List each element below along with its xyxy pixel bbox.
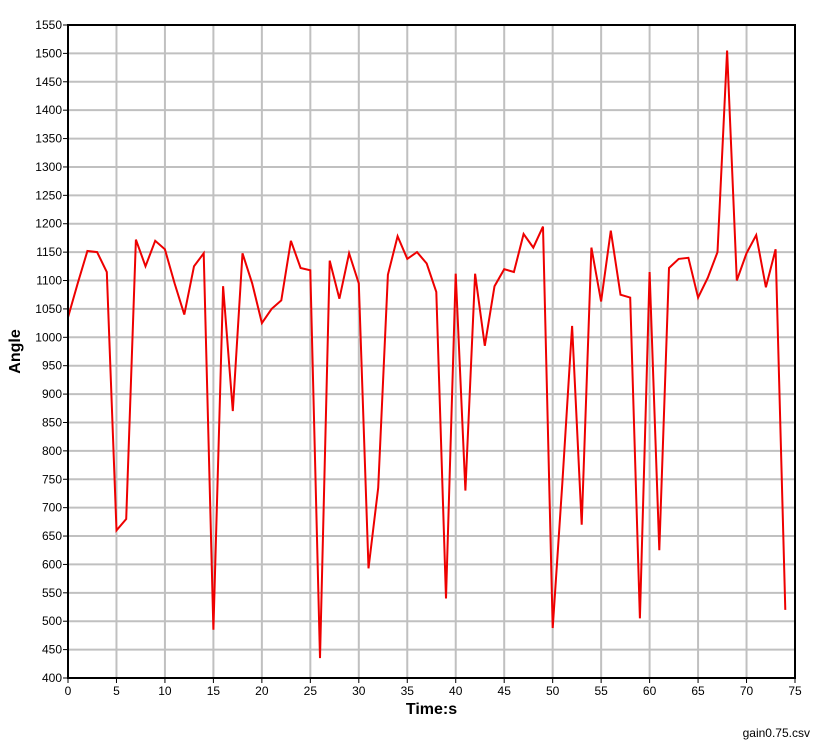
x-tick-label: 0 [65,684,72,698]
y-tick-label: 400 [42,671,62,685]
y-tick-label: 1400 [35,103,62,117]
y-tick-label: 1000 [35,330,62,344]
x-tick-label: 20 [255,684,269,698]
y-tick-label: 650 [42,529,62,543]
y-axis-ticks: 400 450 500 550 600 650 700 750 800 850 900 950 1000… [35,18,68,685]
x-tick-label: 60 [643,684,657,698]
x-tick-label: 45 [498,684,512,698]
y-tick-label: 1550 [35,18,62,32]
x-tick-label: 65 [691,684,705,698]
y-tick-label: 800 [42,444,62,458]
y-tick-label: 950 [42,359,62,373]
x-tick-label: 50 [546,684,560,698]
y-tick-label: 600 [42,557,62,571]
y-tick-label: 850 [42,415,62,429]
x-tick-label: 5 [113,684,120,698]
y-tick-label: 1050 [35,302,62,316]
y-tick-label: 1500 [35,46,62,60]
plot-frame [67,24,796,679]
x-tick-label: 55 [594,684,608,698]
y-tick-label: 550 [42,586,62,600]
series-layer [67,50,787,659]
y-tick-label: 500 [42,614,62,628]
angle-series-line [67,50,787,659]
y-tick-label: 1300 [35,160,62,174]
y-tick-label: 1100 [36,274,62,288]
y-axis-title: Angle [7,329,24,374]
y-tick-label: 1250 [35,188,62,202]
y-tick-label: 1150 [36,245,62,259]
y-tick-label: 1350 [35,132,62,146]
x-tick-label: 30 [352,684,366,698]
x-axis-title: Time:s [406,701,457,718]
y-tick-label: 450 [42,643,62,657]
y-tick-label: 1450 [35,75,62,89]
x-tick-label: 25 [304,684,318,698]
source-file-label: gain0.75.csv [743,726,810,740]
y-tick-label: 700 [42,501,62,515]
x-tick-label: 70 [740,684,754,698]
x-tick-label: 75 [788,684,802,698]
x-tick-label: 10 [158,684,172,698]
grid-lines [67,24,796,679]
x-axis-ticks: 0 5 10 15 20 25 30 35 40 45 50 55 60 65 70 75 [65,678,802,698]
y-tick-label: 750 [42,472,62,486]
x-tick-label: 40 [449,684,463,698]
x-tick-label: 35 [401,684,415,698]
x-tick-label: 15 [207,684,221,698]
y-tick-label: 900 [42,387,62,401]
y-tick-label: 1200 [35,217,62,231]
